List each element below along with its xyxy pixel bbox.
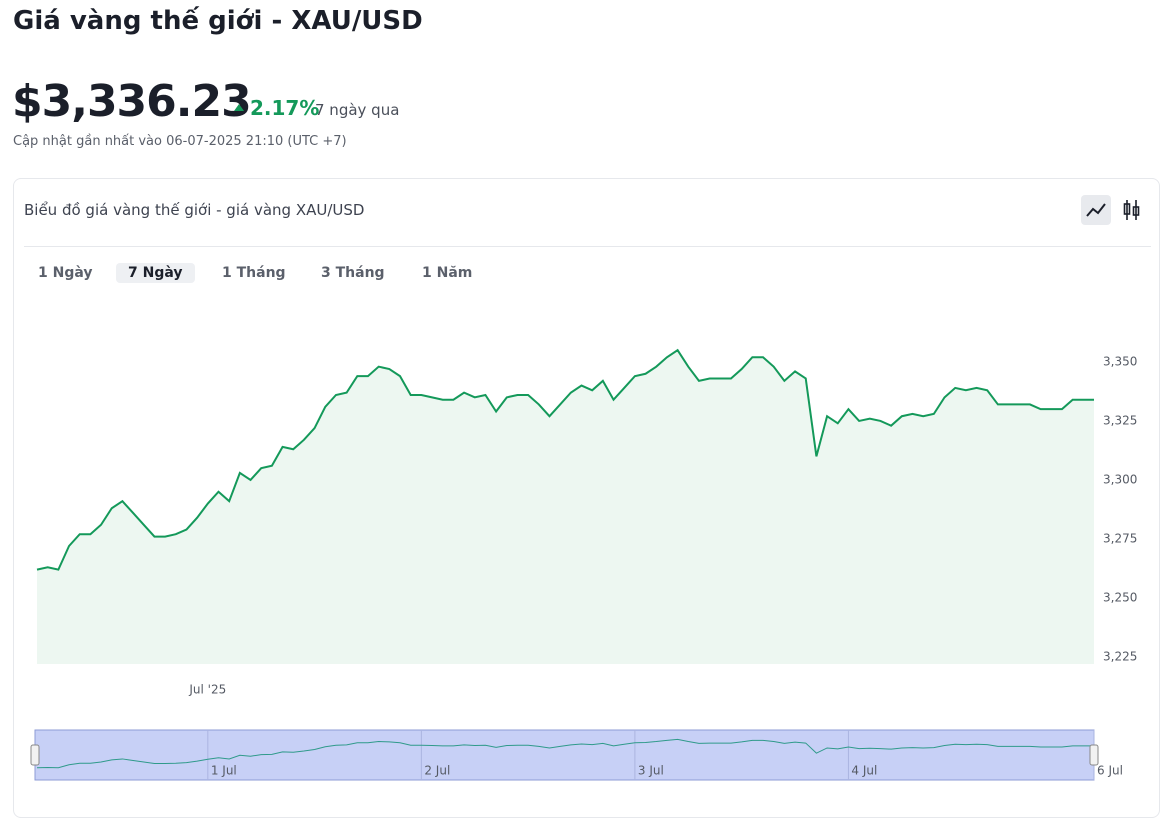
y-tick-label: 3,350 xyxy=(1103,354,1137,368)
y-tick-label: 3,250 xyxy=(1103,590,1137,604)
period: 7 ngày qua xyxy=(315,101,400,119)
divider xyxy=(24,246,1151,247)
line xyxy=(36,348,1094,571)
nav-label: 2 Jul xyxy=(424,764,450,778)
navigator[interactable] xyxy=(34,729,1095,781)
nav-label: 6 Jul xyxy=(1097,764,1123,778)
y-tick-label: 3,275 xyxy=(1103,531,1137,545)
y-tick-label: 3,300 xyxy=(1103,472,1137,486)
chart: 1 Jul 2 Jul 3 Jul 4 Jul 6 Jul 3,225 3,250 3,27… xyxy=(30,195,1140,781)
updated: Cập nhật gần nhất vào 06-07-2025 21:10 (… xyxy=(13,134,347,149)
y-tick-label: 3,225 xyxy=(1103,649,1137,663)
tab[interactable]: 7 Ngày xyxy=(116,263,195,283)
nav-line xyxy=(36,738,1094,769)
change: 2.17% xyxy=(250,96,320,120)
price: $3,336.23 xyxy=(12,76,252,127)
line-icon xyxy=(1086,203,1106,217)
nav-label: 4 Jul xyxy=(851,764,877,778)
x-tick-label: Jul '25 xyxy=(188,683,226,697)
nav-label: 3 Jul xyxy=(638,764,664,778)
nav-handle[interactable] xyxy=(30,744,40,766)
page: Giá vàng thế giới - XAU/USD $3,336.23 2.… xyxy=(12,6,1160,818)
tab[interactable]: 3 Tháng xyxy=(321,265,385,281)
nav-handle[interactable] xyxy=(1089,744,1099,766)
tab[interactable]: 1 Năm xyxy=(422,265,473,281)
up-arrow xyxy=(234,104,244,111)
candle-icon[interactable] xyxy=(1123,200,1140,220)
tab[interactable]: 1 Ngày xyxy=(38,265,93,281)
y-tick-label: 3,325 xyxy=(1103,413,1137,427)
line-button[interactable] xyxy=(1081,195,1111,225)
nav-label: 1 Jul xyxy=(211,764,237,778)
tab[interactable]: 1 Tháng xyxy=(222,265,286,281)
area xyxy=(37,350,1094,664)
page-title: Giá vàng thế giới - XAU/USD xyxy=(13,6,423,36)
card-title: Biểu đồ giá vàng thế giới - giá vàng XAU… xyxy=(24,201,365,219)
